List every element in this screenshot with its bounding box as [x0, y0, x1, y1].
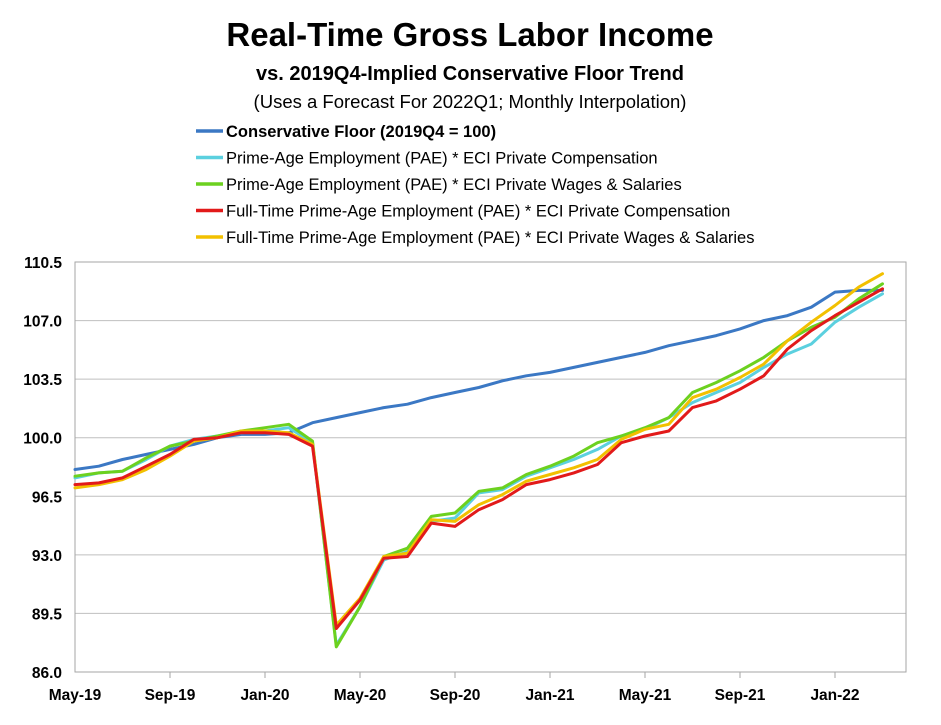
- series-line-3: [73, 287, 884, 630]
- y-tick-label: 89.5: [32, 606, 63, 623]
- y-axis: 110.5 107.0 103.5 100.0 96.5 93.0 89.5 86.0: [23, 255, 62, 682]
- y-tick-label: 110.5: [24, 255, 62, 272]
- chart-note: (Uses a Forecast For 2022Q1; Monthly Int…: [254, 91, 687, 112]
- chart-title: Real-Time Gross Labor Income: [226, 16, 713, 53]
- legend-label: Full-Time Prime-Age Employment (PAE) * E…: [226, 229, 754, 247]
- gridlines: [75, 261, 906, 673]
- legend-label: Prime-Age Employment (PAE) * ECI Private…: [226, 176, 682, 194]
- y-tick-label: 103.5: [23, 372, 62, 389]
- y-tick-label: 107.0: [23, 314, 62, 331]
- legend: Conservative Floor (2019Q4 = 100) Prime-A…: [196, 123, 754, 247]
- y-tick-label: 86.0: [32, 665, 62, 682]
- y-tick-label: 100.0: [23, 431, 62, 448]
- plot-area-border: [74, 261, 907, 673]
- y-tick-label: 93.0: [32, 548, 62, 565]
- x-axis: May-19 Sep-19 Jan-20 May-20 Sep-20 Jan-21 May-…: [49, 672, 860, 704]
- legend-label: Full-Time Prime-Age Employment (PAE) * E…: [226, 203, 730, 221]
- series-line-1: [73, 292, 884, 647]
- legend-label: Prime-Age Employment (PAE) * ECI Private…: [226, 150, 658, 168]
- legend-label: Conservative Floor (2019Q4 = 100): [226, 123, 496, 141]
- x-tick-label: Jan-21: [525, 687, 574, 704]
- series-line-4: [73, 272, 884, 627]
- x-tick-label: Jan-22: [810, 687, 859, 704]
- series-lines: [73, 272, 884, 649]
- chart-subtitle: vs. 2019Q4-Implied Conservative Floor Tr…: [256, 63, 684, 85]
- series-line-0: [73, 288, 884, 471]
- x-tick-label: May-20: [334, 687, 387, 704]
- x-tick-label: May-21: [619, 687, 672, 704]
- x-tick-label: Jan-20: [240, 687, 289, 704]
- x-tick-label: Sep-21: [715, 687, 766, 704]
- x-tick-label: May-19: [49, 687, 102, 704]
- x-tick-label: Sep-20: [430, 687, 481, 704]
- y-tick-label: 96.5: [32, 489, 63, 506]
- x-tick-label: Sep-19: [145, 687, 196, 704]
- series-line-2: [73, 282, 884, 649]
